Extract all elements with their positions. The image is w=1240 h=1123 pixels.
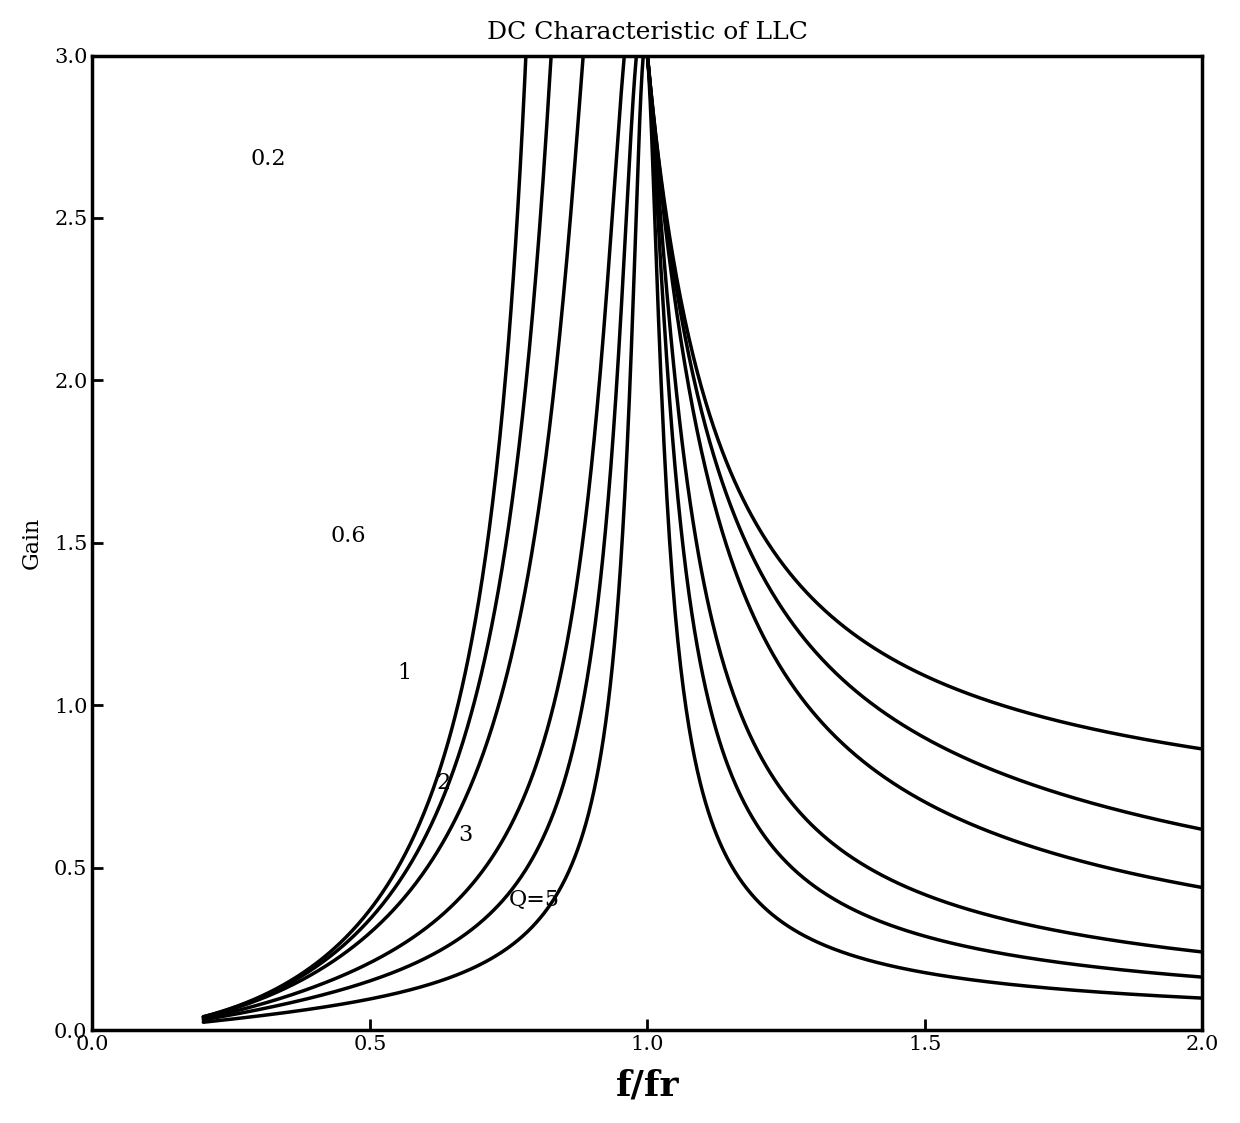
Text: 1: 1 [398, 661, 412, 684]
X-axis label: f/fr: f/fr [615, 1068, 680, 1102]
Text: 3: 3 [459, 824, 472, 847]
Text: 0.6: 0.6 [331, 526, 367, 547]
Text: 2: 2 [436, 773, 450, 794]
Text: 0.2: 0.2 [250, 148, 286, 171]
Y-axis label: Gain: Gain [21, 517, 43, 569]
Text: Q=5: Q=5 [508, 889, 559, 912]
Title: DC Characteristic of LLC: DC Characteristic of LLC [487, 21, 807, 44]
